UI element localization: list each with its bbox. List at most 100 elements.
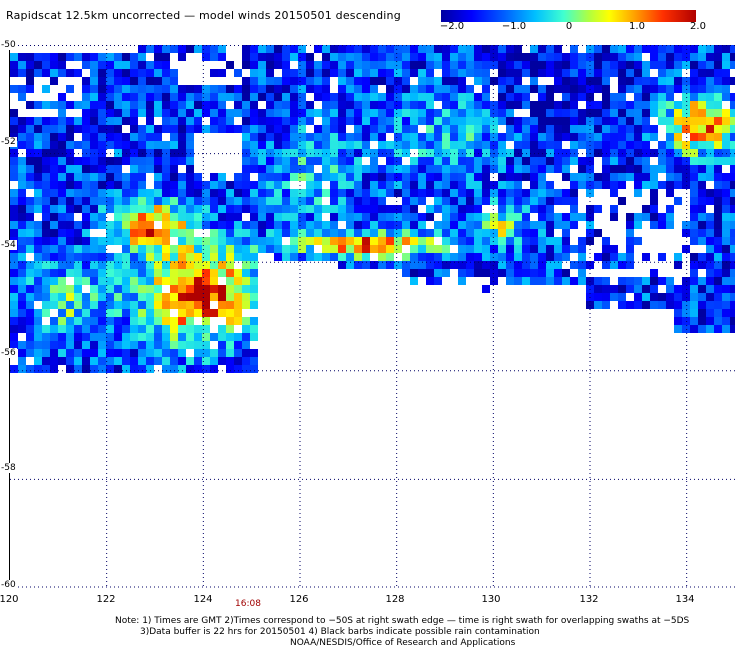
wind-cell [322,109,330,117]
wind-cell [546,261,554,269]
wind-cell [274,133,282,141]
wind-cell [82,261,90,269]
wind-cell [418,221,426,229]
wind-cell [330,189,338,197]
wind-cell [690,117,698,125]
wind-cell [298,53,306,61]
wind-cell [602,277,610,285]
wind-cell [242,317,250,325]
wind-cell [698,101,706,109]
wind-cell [106,357,114,365]
wind-cell [34,285,42,293]
wind-cell [122,285,130,293]
wind-cell [250,117,258,125]
wind-cell [466,93,474,101]
wind-cell [314,237,322,245]
wind-cell [482,157,490,165]
wind-cell [362,77,370,85]
wind-cell [138,237,146,245]
wind-cell [242,301,250,309]
wind-cell [226,213,234,221]
wind-cell [26,221,34,229]
wind-cell [530,157,538,165]
wind-cell [186,309,194,317]
wind-cell [386,125,394,133]
wind-cell [354,85,362,93]
wind-cell [346,253,354,261]
wind-cell [642,109,650,117]
wind-cell [354,213,362,221]
wind-cell [162,365,170,373]
wind-cell [602,157,610,165]
wind-cell [490,229,498,237]
wind-cell [58,309,66,317]
wind-cell [434,53,442,61]
wind-cell [378,101,386,109]
wind-cell [730,61,735,69]
wind-cell [274,117,282,125]
wind-cell [506,157,514,165]
wind-cell [722,221,730,229]
wind-cell [338,45,346,53]
wind-cell [722,261,730,269]
colorbar-tick-label: −1.0 [501,21,527,32]
wind-cell [578,213,586,221]
wind-cell [730,53,735,61]
wind-cell [466,197,474,205]
wind-cell [362,173,370,181]
wind-cell [98,133,106,141]
wind-cell [66,293,74,301]
wind-cell [418,69,426,77]
wind-cell [618,181,626,189]
wind-cell [530,245,538,253]
wind-cell [546,93,554,101]
wind-cell [122,269,130,277]
wind-cell [322,165,330,173]
wind-cell [554,77,562,85]
wind-cell [210,237,218,245]
wind-cell [674,109,682,117]
wind-cell [610,253,618,261]
wind-cell [578,157,586,165]
wind-cell [682,77,690,85]
wind-cell [354,245,362,253]
wind-cell [18,261,26,269]
wind-cell [594,77,602,85]
wind-cell [26,229,34,237]
wind-cell [538,141,546,149]
wind-cell [674,53,682,61]
wind-cell [546,45,554,53]
wind-cell [594,173,602,181]
wind-cell [10,53,18,61]
wind-cell [274,101,282,109]
wind-cell [210,221,218,229]
wind-cell [714,253,722,261]
wind-cell [170,229,178,237]
wind-cell [282,133,290,141]
wind-cell [618,173,626,181]
wind-cell [442,245,450,253]
wind-cell [122,365,130,373]
wind-cell [554,149,562,157]
wind-cell [434,245,442,253]
wind-cell [346,197,354,205]
wind-cell [82,173,90,181]
wind-cell [634,181,642,189]
wind-cell [506,213,514,221]
wind-cell [714,229,722,237]
wind-cell [642,125,650,133]
wind-cell [26,317,34,325]
wind-cell [410,189,418,197]
wind-cell [42,325,50,333]
graticule [10,45,735,588]
wind-cell [26,261,34,269]
wind-cell [74,141,82,149]
wind-cell [466,165,474,173]
wind-cell [210,309,218,317]
wind-cell [330,101,338,109]
wind-cell [322,45,330,53]
wind-cell [170,93,178,101]
wind-cell [482,165,490,173]
wind-cell [258,93,266,101]
wind-cell [522,173,530,181]
